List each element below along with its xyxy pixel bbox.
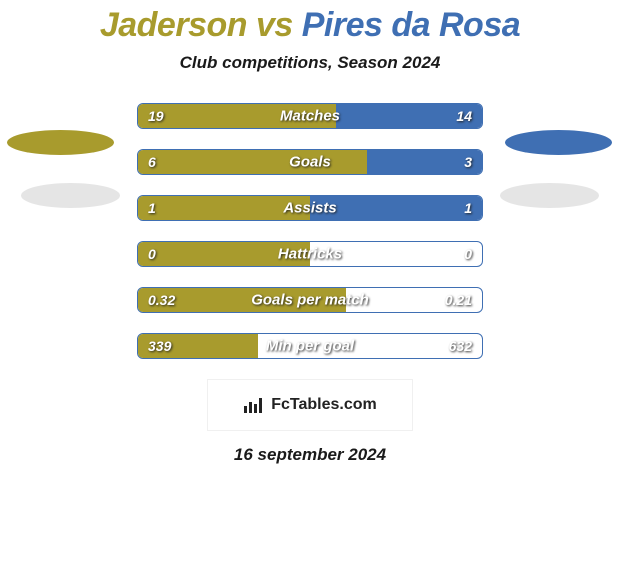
stat-right-value: 0.21 [445, 292, 472, 308]
stat-row: 339 Min per goal 632 [137, 333, 483, 359]
stat-right-value: 632 [449, 338, 472, 354]
stat-row: 19 Matches 14 [137, 103, 483, 129]
right-player-ellipse-top [505, 130, 612, 155]
stat-left-value: 0.32 [148, 292, 175, 308]
stat-row: 6 Goals 3 [137, 149, 483, 175]
stats-bars: 19 Matches 14 6 Goals 3 1 Assists 1 0 Hattricks 0 0.… [137, 103, 483, 359]
date-text: 16 september 2024 [0, 445, 620, 465]
stat-left-value: 0 [148, 246, 156, 262]
stat-left-value: 1 [148, 200, 156, 216]
stat-right-value: 1 [464, 200, 472, 216]
stat-right-value: 3 [464, 154, 472, 170]
stat-label: Min per goal [266, 338, 354, 355]
stat-right-value: 14 [456, 108, 472, 124]
stat-left-value: 339 [148, 338, 171, 354]
stat-label: Assists [283, 200, 336, 217]
right-player-ellipse-bottom [500, 183, 599, 208]
stat-label: Matches [280, 108, 340, 125]
bars-chart-icon [243, 396, 265, 414]
left-player-ellipse-top [7, 130, 114, 155]
stat-label: Goals [289, 154, 331, 171]
stat-row: 1 Assists 1 [137, 195, 483, 221]
title-vs: vs [247, 6, 302, 44]
subtitle: Club competitions, Season 2024 [0, 53, 620, 73]
stat-left-value: 19 [148, 108, 164, 124]
left-player-ellipse-bottom [21, 183, 120, 208]
title-left-player: Jaderson [100, 6, 247, 44]
attribution-text: FcTables.com [271, 396, 377, 414]
attribution-badge[interactable]: FcTables.com [207, 379, 413, 431]
stat-label: Goals per match [251, 292, 369, 309]
stat-right-value: 0 [464, 246, 472, 262]
stat-row: 0.32 Goals per match 0.21 [137, 287, 483, 313]
page-title: Jaderson vs Pires da Rosa [0, 6, 620, 45]
stat-row: 0 Hattricks 0 [137, 241, 483, 267]
stat-bar-left-fill [138, 150, 367, 174]
stat-left-value: 6 [148, 154, 156, 170]
title-right-player: Pires da Rosa [302, 6, 520, 44]
stat-label: Hattricks [278, 246, 342, 263]
